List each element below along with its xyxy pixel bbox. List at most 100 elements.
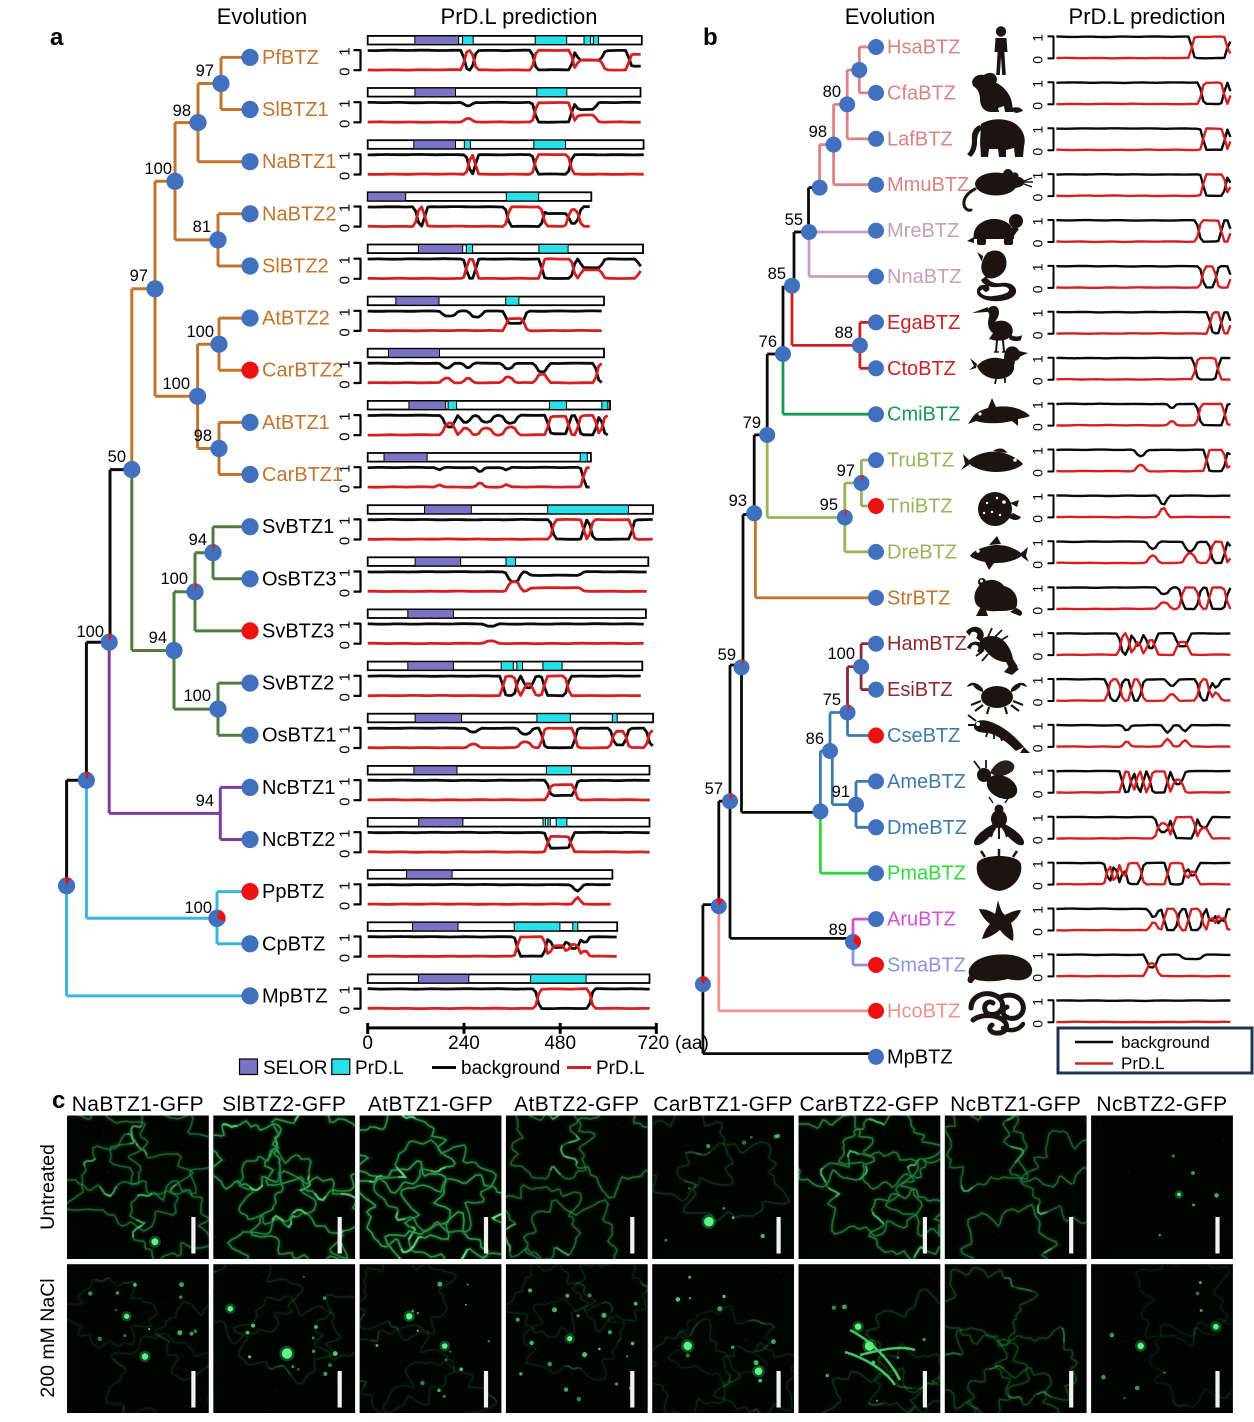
svg-text:1: 1	[1030, 401, 1046, 409]
svg-text:HamBTZ: HamBTZ	[887, 633, 967, 655]
svg-text:1: 1	[1030, 263, 1046, 271]
svg-text:CarBTZ2-GFP: CarBTZ2-GFP	[800, 1093, 940, 1116]
svg-text:NcBTZ2: NcBTZ2	[262, 829, 335, 851]
svg-text:1: 1	[1030, 126, 1046, 134]
svg-text:100: 100	[827, 645, 855, 663]
svg-text:CtoBTZ: CtoBTZ	[887, 358, 956, 380]
svg-text:1: 1	[337, 465, 354, 473]
svg-text:98: 98	[809, 123, 827, 141]
svg-text:94: 94	[149, 629, 167, 647]
svg-text:NnaBTZ: NnaBTZ	[887, 266, 961, 288]
svg-text:AruBTZ: AruBTZ	[887, 909, 956, 931]
svg-text:1: 1	[1030, 493, 1046, 501]
svg-text:LafBTZ: LafBTZ	[887, 128, 953, 150]
svg-text:0: 0	[1030, 423, 1046, 431]
svg-text:59: 59	[718, 646, 736, 664]
svg-text:0: 0	[1030, 331, 1046, 339]
svg-text:240: 240	[448, 1033, 480, 1054]
svg-text:0: 0	[337, 954, 354, 962]
svg-text:background: background	[461, 1058, 560, 1079]
svg-text:0: 0	[337, 641, 354, 649]
svg-text:DmeBTZ: DmeBTZ	[887, 817, 967, 839]
svg-text:MmuBTZ: MmuBTZ	[887, 174, 969, 196]
svg-text:98: 98	[194, 427, 212, 445]
svg-text:0: 0	[337, 745, 354, 753]
svg-text:StrBTZ: StrBTZ	[887, 587, 950, 609]
svg-text:CarBTZ2: CarBTZ2	[262, 360, 343, 382]
svg-text:1: 1	[1030, 585, 1046, 593]
svg-text:0: 0	[1030, 607, 1046, 615]
svg-text:0: 0	[1030, 882, 1046, 890]
svg-text:0: 0	[337, 68, 354, 76]
svg-text:Evolution: Evolution	[217, 4, 308, 29]
svg-text:1: 1	[337, 517, 354, 525]
svg-text:0: 0	[337, 902, 354, 910]
svg-text:CfaBTZ: CfaBTZ	[887, 82, 956, 104]
svg-text:1: 1	[337, 204, 354, 212]
svg-text:85: 85	[768, 265, 786, 283]
svg-text:0: 0	[1030, 377, 1046, 385]
svg-text:0: 0	[337, 328, 354, 336]
svg-text:0: 0	[337, 589, 354, 597]
svg-text:MpBTZ: MpBTZ	[887, 1046, 953, 1068]
svg-text:95: 95	[820, 496, 838, 514]
svg-text:97: 97	[196, 62, 214, 80]
svg-text:1: 1	[337, 256, 354, 264]
svg-text:0: 0	[337, 380, 354, 388]
svg-text:DreBTZ: DreBTZ	[887, 541, 957, 563]
svg-text:SlBTZ2: SlBTZ2	[262, 255, 329, 277]
svg-text:a: a	[50, 24, 64, 51]
svg-text:PrD.L: PrD.L	[596, 1058, 645, 1079]
svg-text:1: 1	[337, 986, 354, 994]
svg-text:PrD.L: PrD.L	[1121, 1054, 1164, 1073]
svg-text:SvBTZ2: SvBTZ2	[262, 673, 334, 695]
svg-text:1: 1	[337, 569, 354, 577]
svg-text:SlBTZ2-GFP: SlBTZ2-GFP	[222, 1093, 346, 1116]
svg-text:1: 1	[1030, 80, 1046, 88]
svg-text:0: 0	[1030, 790, 1046, 798]
svg-text:50: 50	[108, 448, 126, 466]
svg-text:94: 94	[189, 531, 207, 549]
svg-text:HcoBTZ: HcoBTZ	[887, 1000, 960, 1022]
svg-text:NaBTZ1: NaBTZ1	[262, 151, 336, 173]
svg-text:0: 0	[1030, 744, 1046, 752]
svg-text:AmeBTZ: AmeBTZ	[887, 771, 966, 793]
svg-text:0: 0	[337, 850, 354, 858]
svg-text:NcBTZ1: NcBTZ1	[262, 777, 335, 799]
svg-text:0: 0	[337, 172, 354, 180]
svg-text:SvBTZ3: SvBTZ3	[262, 620, 334, 642]
svg-text:1: 1	[1030, 217, 1046, 225]
svg-text:98: 98	[173, 102, 191, 120]
svg-text:1: 1	[337, 412, 354, 420]
svg-text:1: 1	[1030, 309, 1046, 317]
svg-text:MpBTZ: MpBTZ	[262, 985, 328, 1007]
svg-text:AtBTZ2: AtBTZ2	[262, 308, 330, 330]
svg-text:CpBTZ: CpBTZ	[262, 933, 325, 955]
svg-text:97: 97	[130, 267, 148, 285]
svg-text:80: 80	[823, 83, 841, 101]
svg-text:1: 1	[337, 152, 354, 160]
svg-text:SmaBTZ: SmaBTZ	[887, 955, 966, 977]
svg-text:100: 100	[183, 687, 211, 705]
svg-text:1: 1	[337, 882, 354, 890]
svg-text:1: 1	[1030, 906, 1046, 914]
svg-text:b: b	[703, 24, 718, 51]
svg-text:1: 1	[337, 100, 354, 108]
svg-text:480: 480	[544, 1033, 576, 1054]
svg-text:0: 0	[1030, 836, 1046, 844]
svg-text:89: 89	[829, 921, 847, 939]
svg-text:MreBTZ: MreBTZ	[887, 220, 959, 242]
svg-text:0: 0	[337, 537, 354, 545]
svg-text:AtBTZ1-GFP: AtBTZ1-GFP	[368, 1093, 493, 1116]
svg-text:SlBTZ1: SlBTZ1	[262, 99, 329, 121]
svg-text:1: 1	[1030, 860, 1046, 868]
svg-text:0: 0	[337, 693, 354, 701]
svg-text:0: 0	[337, 433, 354, 441]
svg-text:1: 1	[337, 830, 354, 838]
svg-text:TruBTZ: TruBTZ	[887, 450, 954, 472]
svg-text:1: 1	[1030, 447, 1046, 455]
svg-text:PfBTZ: PfBTZ	[262, 47, 319, 69]
svg-text:1: 1	[337, 725, 354, 733]
svg-text:SvBTZ1: SvBTZ1	[262, 516, 334, 538]
svg-text:CseBTZ: CseBTZ	[887, 725, 960, 747]
